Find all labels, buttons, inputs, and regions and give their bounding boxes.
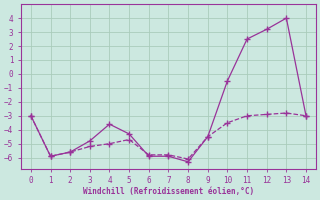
X-axis label: Windchill (Refroidissement éolien,°C): Windchill (Refroidissement éolien,°C) — [83, 187, 254, 196]
